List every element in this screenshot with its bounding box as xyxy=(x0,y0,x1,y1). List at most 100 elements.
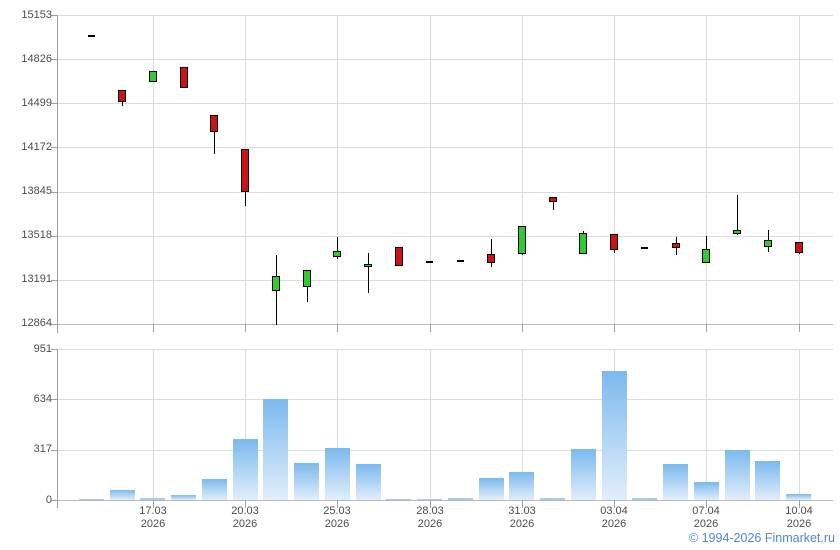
price-axis-tick xyxy=(51,147,57,148)
volume-vgridline xyxy=(706,349,707,500)
price-vgridline xyxy=(430,15,431,324)
candle-body xyxy=(549,197,557,202)
volume-bar xyxy=(663,463,688,500)
volume-gridline xyxy=(57,349,833,350)
volume-bar xyxy=(540,498,565,500)
x-axis-label: 07.04 2026 xyxy=(692,505,720,530)
price-vgridline xyxy=(153,15,154,324)
candle-body xyxy=(272,276,280,291)
volume-axis-label: 317 xyxy=(33,443,52,455)
volume-bar xyxy=(632,498,657,500)
x-axis-label: 03.04 2026 xyxy=(600,505,628,530)
price-axis-label: 12864 xyxy=(21,317,52,329)
price-axis-tick xyxy=(51,192,57,193)
volume-bar xyxy=(755,461,780,500)
volume-bar xyxy=(571,449,596,500)
price-xaxis-tick xyxy=(522,324,523,332)
volume-xaxis-tick xyxy=(430,500,431,508)
price-axis-line xyxy=(57,15,58,333)
price-gridline xyxy=(57,59,833,60)
volume-vgridline xyxy=(522,349,523,500)
volume-bar xyxy=(140,497,165,500)
candle-body xyxy=(241,149,249,192)
price-axis-tick xyxy=(51,236,57,237)
price-axis-label: 14826 xyxy=(21,53,52,65)
price-xaxis-tick xyxy=(245,324,246,332)
volume-xaxis-tick xyxy=(337,500,338,508)
price-gridline xyxy=(57,324,833,325)
candle-body xyxy=(333,251,341,258)
candle-body xyxy=(180,67,188,88)
candle-wick xyxy=(491,239,492,267)
volume-bar xyxy=(356,463,381,500)
volume-vgridline xyxy=(153,349,154,500)
x-axis-label: 25.03 2026 xyxy=(323,505,351,530)
volume-axis-tick xyxy=(51,349,57,350)
price-vgridline xyxy=(337,15,338,324)
volume-bar xyxy=(448,498,473,500)
x-axis-label: 17.03 2026 xyxy=(139,505,167,530)
volume-vgridline xyxy=(245,349,246,500)
volume-bar xyxy=(294,462,319,500)
volume-axis-line xyxy=(57,349,58,508)
volume-bar xyxy=(325,447,350,500)
volume-bar xyxy=(263,399,288,500)
x-axis-label: 31.03 2026 xyxy=(508,505,536,530)
candle-body xyxy=(118,90,126,103)
volume-axis-tick xyxy=(51,500,57,501)
candle-wick xyxy=(214,115,215,154)
price-vgridline xyxy=(522,15,523,324)
price-axis-label: 13845 xyxy=(21,185,52,197)
volume-bar xyxy=(171,495,196,500)
candle-body xyxy=(487,254,495,263)
volume-bar xyxy=(386,498,411,500)
price-gridline xyxy=(57,103,833,104)
price-axis-label: 14499 xyxy=(21,97,52,109)
price-axis-label: 14172 xyxy=(21,141,52,153)
volume-bar xyxy=(479,477,504,500)
candle-doji xyxy=(641,247,648,249)
candle-wick xyxy=(737,195,738,235)
price-gridline xyxy=(57,147,833,148)
volume-vgridline xyxy=(799,349,800,500)
volume-bar xyxy=(417,498,442,500)
candle-doji xyxy=(88,35,95,37)
volume-bar xyxy=(602,370,627,500)
copyright-link[interactable]: © 1994-2026 Finmarket.ru xyxy=(688,531,835,545)
price-gridline xyxy=(57,15,833,16)
candle-doji xyxy=(457,260,464,262)
candle-body xyxy=(702,249,710,263)
volume-bar xyxy=(110,489,135,500)
volume-axis-tick xyxy=(51,399,57,400)
candle-body xyxy=(149,71,157,83)
volume-xaxis-tick xyxy=(245,500,246,508)
price-gridline xyxy=(57,280,833,281)
price-gridline xyxy=(57,236,833,237)
volume-axis-tick xyxy=(51,450,57,451)
candle-body xyxy=(303,270,311,288)
volume-xaxis-tick xyxy=(706,500,707,508)
volume-axis-label: 634 xyxy=(33,393,52,405)
volume-vgridline xyxy=(337,349,338,500)
price-vgridline xyxy=(799,15,800,324)
volume-gridline xyxy=(57,399,833,400)
volume-xaxis-tick xyxy=(614,500,615,508)
volume-axis-label: 0 xyxy=(45,494,52,506)
price-xaxis-tick xyxy=(799,324,800,332)
x-axis-label: 10.04 2026 xyxy=(785,505,813,530)
candle-body xyxy=(764,240,772,248)
candle-body xyxy=(210,115,218,132)
candle-body xyxy=(733,230,741,235)
x-axis-label: 28.03 2026 xyxy=(416,505,444,530)
volume-bar xyxy=(202,479,227,500)
price-xaxis-tick xyxy=(337,324,338,332)
candle-wick xyxy=(553,197,554,210)
candle-body xyxy=(795,242,803,253)
price-xaxis-tick xyxy=(430,324,431,332)
price-axis-tick xyxy=(51,103,57,104)
candle-body xyxy=(672,243,680,249)
volume-bar xyxy=(79,498,104,500)
volume-axis-label: 951 xyxy=(33,343,52,355)
volume-gridline xyxy=(57,450,833,451)
